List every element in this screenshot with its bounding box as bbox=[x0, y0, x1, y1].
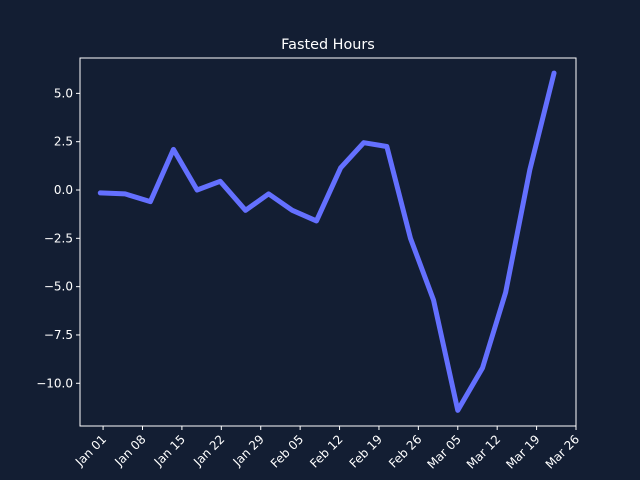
chart-title: Fasted Hours bbox=[281, 37, 375, 53]
x-tick-label: Mar 12 bbox=[464, 432, 503, 471]
x-tick-label: Feb 12 bbox=[307, 432, 345, 470]
x-tick-label: Mar 26 bbox=[543, 432, 582, 471]
y-tick-label: −10.0 bbox=[36, 376, 73, 390]
y-tick-label: −7.5 bbox=[44, 328, 73, 342]
x-tick-label: Feb 26 bbox=[386, 432, 424, 470]
y-tick-label: 5.0 bbox=[54, 86, 73, 100]
y-tick-label: 2.5 bbox=[54, 135, 73, 149]
x-tick-label: Jan 01 bbox=[72, 432, 109, 469]
x-tick-label: Feb 19 bbox=[347, 432, 385, 470]
y-tick-label: 0.0 bbox=[54, 183, 73, 197]
x-tick-label: Feb 05 bbox=[268, 432, 306, 470]
x-tick-label: Mar 05 bbox=[424, 432, 463, 471]
x-tick-label: Jan 29 bbox=[230, 432, 267, 469]
x-tick-label: Jan 08 bbox=[111, 432, 148, 469]
line bbox=[97, 70, 557, 413]
x-tick-label: Mar 19 bbox=[503, 432, 542, 471]
y-tick-label: −5.0 bbox=[44, 280, 73, 294]
plot-frame bbox=[79, 57, 577, 427]
x-tick-label: Jan 15 bbox=[151, 432, 188, 469]
y-tick-label: −2.5 bbox=[44, 231, 73, 245]
x-tick-label: Jan 22 bbox=[190, 432, 227, 469]
